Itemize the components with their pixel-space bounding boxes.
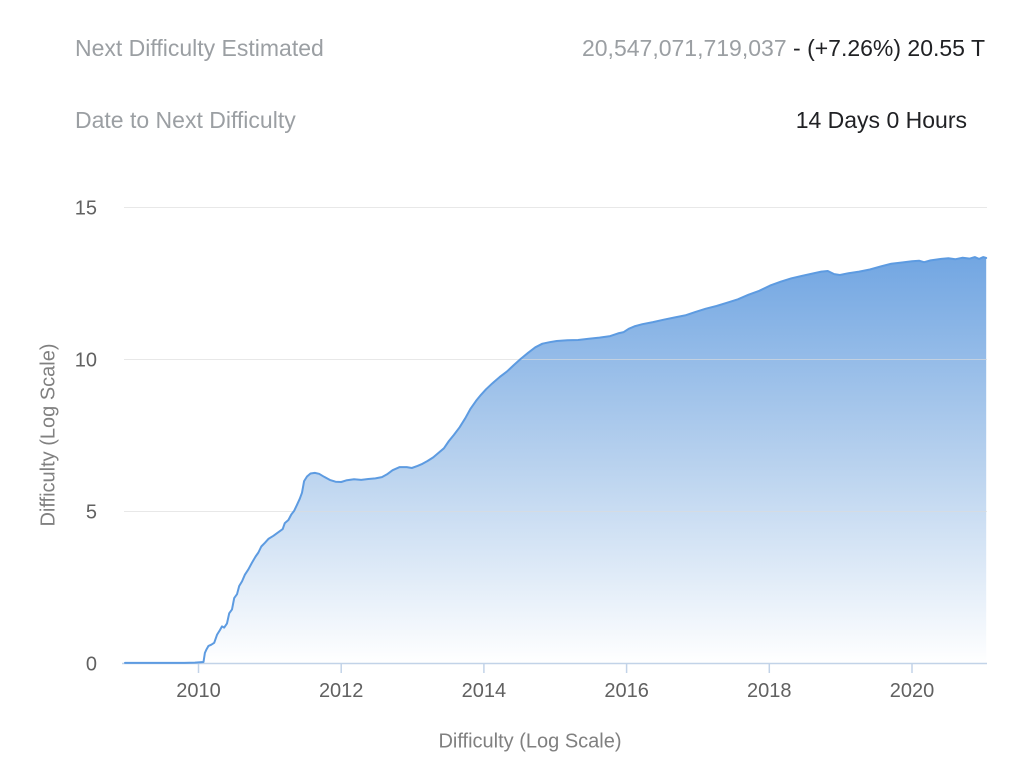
difficulty-area-fill [125, 257, 987, 664]
y-tick-labels: 0 5 10 15 [75, 198, 97, 676]
x-tick-labels: 2010 2012 2014 2016 2018 2020 [176, 680, 934, 702]
x-tick-label-2016: 2016 [604, 680, 649, 702]
x-tick-label-2012: 2012 [319, 680, 364, 702]
date-to-next-difficulty-value: 14 Days 0 Hours [795, 107, 967, 133]
next-difficulty-label: Next Difficulty Estimated [75, 35, 324, 61]
y-axis-title: Difficulty (Log Scale) [37, 343, 60, 527]
stat-row-date-to-next-difficulty: Date to Next Difficulty 14 Days 0 Hours [0, 107, 1024, 137]
next-difficulty-change: - (+7.26%) 20.55 T [786, 35, 985, 61]
stat-row-next-difficulty: Next Difficulty Estimated 20,547,071,719… [0, 35, 1024, 65]
y-tick-label-0: 0 [86, 654, 97, 676]
x-tick-label-2018: 2018 [747, 680, 792, 702]
x-tick-label-2020: 2020 [890, 680, 935, 702]
next-difficulty-value: 20,547,071,719,037 - (+7.26%) 20.55 T [582, 35, 985, 61]
gridlines [124, 207, 987, 512]
x-tick-label-2010: 2010 [176, 680, 221, 702]
x-axis-title: Difficulty (Log Scale) [438, 730, 622, 753]
next-difficulty-raw-number: 20,547,071,719,037 [581, 35, 787, 61]
y-tick-label-15: 15 [75, 198, 97, 220]
x-axis [122, 662, 987, 673]
y-tick-label-5: 5 [86, 502, 97, 524]
date-to-next-difficulty-label: Date to Next Difficulty [75, 107, 296, 133]
y-tick-label-10: 10 [75, 350, 97, 372]
x-tick-label-2014: 2014 [462, 680, 507, 702]
difficulty-line [124, 256, 988, 664]
